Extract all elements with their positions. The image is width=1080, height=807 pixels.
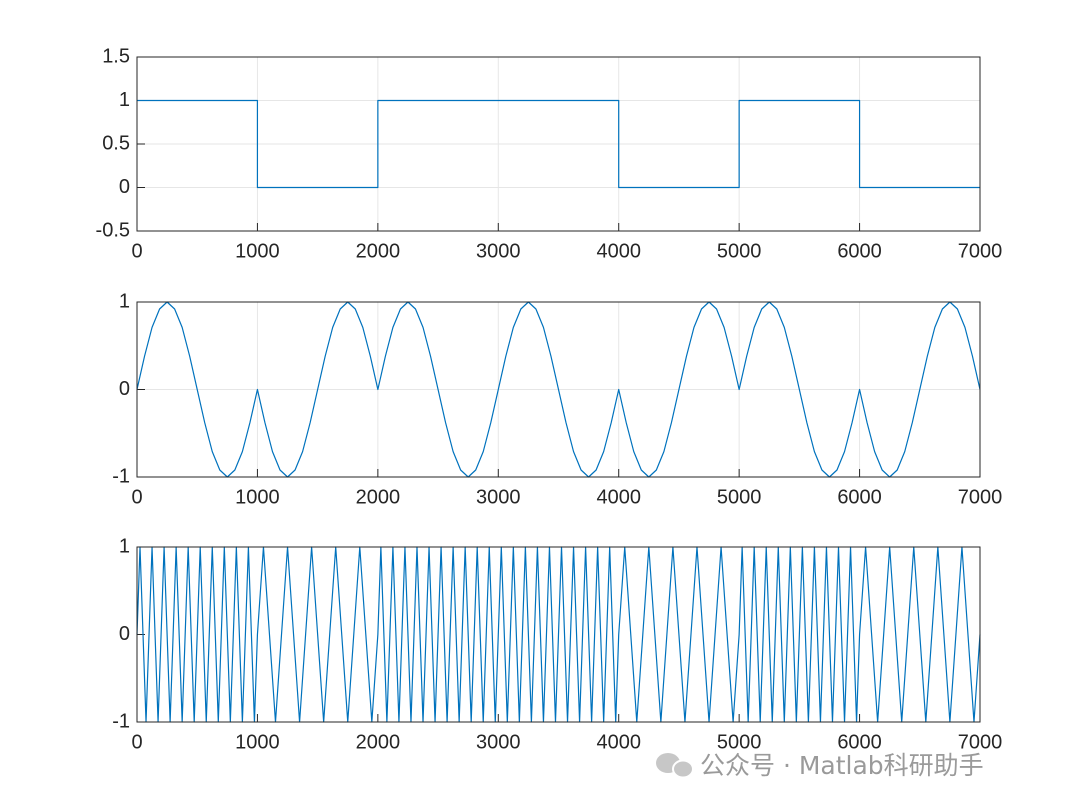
x-tick-label: 0 — [131, 240, 142, 262]
x-tick-label: 0 — [131, 731, 142, 753]
y-tick-label: 0 — [119, 176, 130, 198]
y-tick-label: 0.5 — [102, 132, 130, 154]
axes: 0 1000 2000 3000 4000 5000 6000 7000-0.500.511.… — [96, 45, 1003, 262]
x-tick-label: 5000 — [717, 240, 762, 262]
x-tick-label: 3000 — [476, 240, 521, 262]
x-tick-label: 1000 — [235, 731, 280, 753]
watermark-icon — [656, 753, 694, 779]
watermark: 公众号 · Matlab科研助手 — [700, 751, 984, 780]
axes-box — [136, 546, 981, 723]
x-tick-label: 2000 — [356, 731, 401, 753]
x-tick-label: 4000 — [596, 486, 641, 508]
x-tick-label: 6000 — [837, 731, 882, 753]
x-tick-label: 1000 — [235, 240, 280, 262]
axes: 0 1000 2000 3000 4000 5000 6000 7000-101 — [112, 535, 1002, 753]
y-tick-label: 1 — [119, 535, 130, 557]
y-tick-label: -1 — [112, 465, 130, 487]
x-tick-label: 4000 — [596, 240, 641, 262]
x-tick-label: 5000 — [717, 731, 762, 753]
signal-line — [136, 546, 981, 723]
x-tick-label: 1000 — [235, 486, 280, 508]
x-tick-label: 5000 — [717, 486, 762, 508]
y-tick-label: 1.5 — [102, 45, 130, 67]
x-tick-label: 7000 — [958, 240, 1003, 262]
x-tick-label: 7000 — [958, 731, 1003, 753]
x-tick-label: 2000 — [356, 486, 401, 508]
x-tick-label: 4000 — [596, 731, 641, 753]
y-tick-label: -1 — [112, 710, 130, 732]
x-tick-label: 7000 — [958, 486, 1003, 508]
y-tick-label: 1 — [119, 290, 130, 312]
y-tick-label: 0 — [119, 623, 130, 645]
signal-line — [136, 301, 981, 478]
y-tick-label: 0 — [119, 378, 130, 400]
axes: 0 1000 2000 3000 4000 5000 6000 7000-101 — [112, 290, 1002, 508]
axes-box — [136, 301, 981, 478]
signal-line — [137, 99, 980, 189]
y-tick-label: 1 — [119, 89, 130, 111]
axes-box — [136, 56, 981, 232]
x-tick-label: 0 — [131, 486, 142, 508]
y-tick-label: -0.5 — [96, 219, 130, 241]
x-tick-label: 6000 — [837, 240, 882, 262]
x-tick-label: 6000 — [837, 486, 882, 508]
x-tick-label: 3000 — [476, 486, 521, 508]
x-tick-label: 2000 — [356, 240, 401, 262]
x-tick-label: 3000 — [476, 731, 521, 753]
